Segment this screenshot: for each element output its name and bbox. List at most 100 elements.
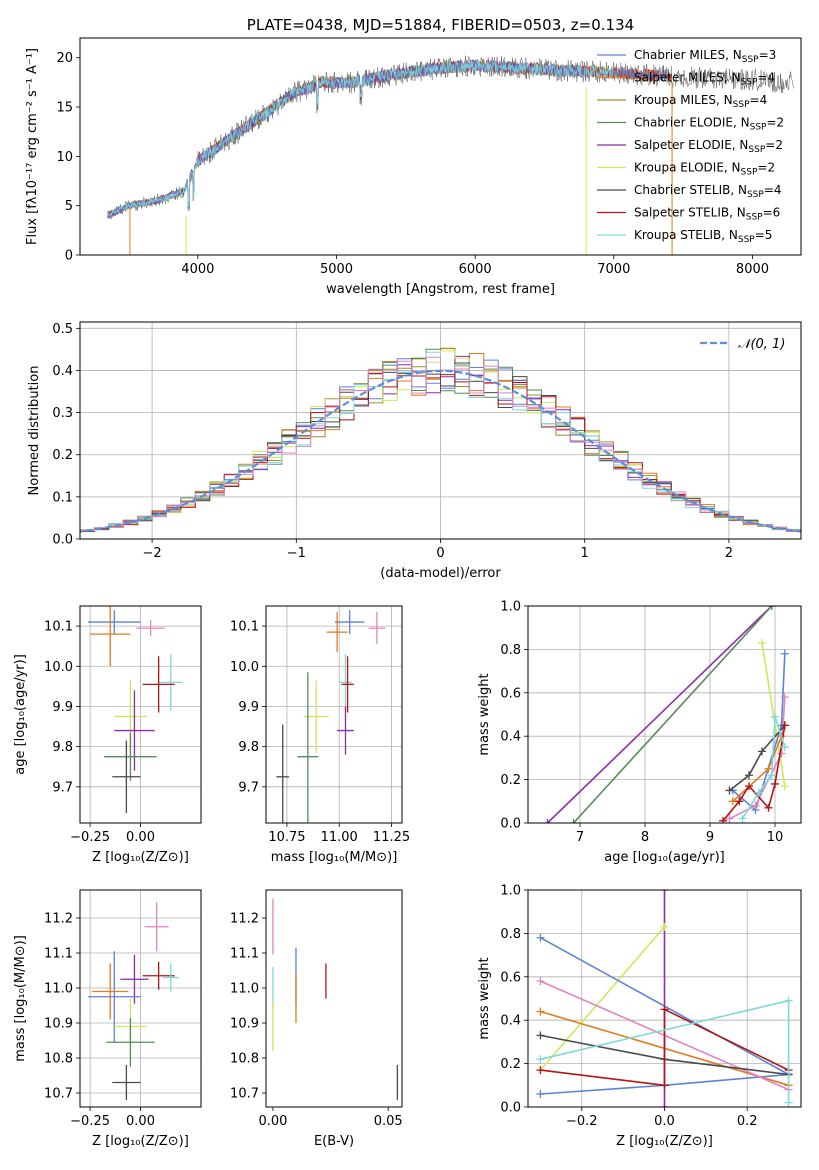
axes-frame — [265, 605, 403, 824]
legend-label-text: Salpeter STELIB, N — [634, 206, 746, 220]
legend-label-text: Chabrier ELODIE, N — [634, 116, 750, 130]
legend-label: Chabrier MILES, NSSP=3 — [634, 48, 776, 65]
x-tick-label: 10 — [767, 830, 784, 845]
errorbar-point — [337, 706, 354, 755]
legend-label: Kroupa STELIB, NSSP=5 — [634, 228, 772, 245]
y-axis-label: age [log₁₀(age/yr)] — [13, 654, 28, 775]
x-axis-label: age [log₁₀(age/yr)] — [604, 850, 725, 865]
legend-label-eq: =3 — [759, 48, 777, 62]
legend-label-text: Chabrier STELIB, N — [634, 183, 747, 197]
errorbar-point — [144, 902, 169, 952]
legend-label-sub: SSP — [738, 235, 755, 245]
errorbar-point — [276, 724, 290, 823]
y-tick-label: 0.6 — [500, 970, 521, 985]
legend-item: Kroupa STELIB, NSSP=5 — [597, 228, 772, 245]
errorbar-point — [297, 672, 319, 823]
y-tick-label: 20 — [56, 51, 73, 66]
y-axis-label: mass [log₁₀(M/M⊙)] — [13, 935, 28, 1062]
legend-label-sub: SSP — [748, 145, 765, 155]
y-tick-label: 10.8 — [230, 1052, 259, 1067]
spectrum-panel: 4000 5000 6000 7000 8000 0 5 10 15 20 wavelength [… — [25, 16, 802, 297]
errorbar-point — [88, 951, 141, 1043]
x-tick-label: 7 — [576, 830, 584, 845]
weight-marker — [745, 771, 753, 780]
plot-area — [107, 55, 795, 255]
weight-line-chabrier-elodie — [572, 606, 773, 823]
axes-frame — [265, 889, 403, 1108]
x-axis-label: wavelength [Angstrom, rest frame] — [326, 282, 555, 297]
weight-marker — [536, 1031, 545, 1040]
legend-label-eq: =4 — [757, 71, 775, 85]
y-tick-label: 11.0 — [44, 982, 73, 997]
weight-marker — [767, 606, 776, 610]
y-tick-label: 0.3 — [52, 406, 73, 421]
weight-line-salpeter-stelib — [540, 1008, 789, 1087]
x-axis-label: Z [log₁₀(Z/Z⊙)] — [616, 1134, 713, 1149]
y-tick-label: 0.4 — [500, 1014, 521, 1029]
x-axis-label: E(B-V) — [314, 1134, 354, 1149]
y-tick-label: 11.2 — [44, 912, 73, 927]
legend-label-text: Kroupa ELODIE, N — [634, 161, 741, 175]
legend-label-text: Salpeter ELODIE, N — [634, 138, 748, 152]
weight-marker — [725, 786, 734, 795]
legend-label-eq: =5 — [755, 228, 773, 242]
x-axis-label: Z [log₁₀(Z/Z⊙)] — [92, 1134, 189, 1149]
x-tick-label: −0.2 — [566, 1114, 598, 1129]
errorbar-point — [112, 1065, 141, 1100]
x-tick-label: 0.0 — [654, 1114, 675, 1129]
weight-line-salpeter-stelib — [722, 725, 786, 822]
legend-label: Kroupa MILES, NSSP=4 — [634, 93, 767, 110]
y-tick-label: 10.1 — [230, 620, 259, 635]
weight-marker — [536, 1066, 545, 1075]
y-tick-label: 9.9 — [52, 700, 73, 715]
weight-line-pink — [729, 697, 786, 820]
legend-item: Kroupa MILES, NSSP=4 — [597, 93, 767, 110]
weight-marker — [660, 922, 669, 931]
weight-marker — [725, 814, 734, 823]
x-tick-label: 0.00 — [126, 830, 155, 845]
y-tick-label: 0.8 — [500, 643, 521, 658]
x-tick-label: −2 — [143, 546, 162, 561]
x-tick-label: 0 — [436, 546, 444, 561]
weight-marker — [536, 1055, 545, 1064]
y-tick-label: 11.1 — [44, 947, 73, 962]
weight-marker — [780, 782, 789, 791]
legend: 𝒩(0, 1) — [700, 337, 785, 352]
errorbar-point — [112, 740, 141, 813]
x-tick-label: 11.25 — [373, 830, 410, 845]
histogram-series-pink — [80, 356, 801, 534]
weight-vs-age-panel: 7 8 9 10 0.0 0.2 0.4 0.6 0.8 1.0 age [log₁₀(age/yr… — [477, 600, 802, 865]
y-tick-label: 5 — [65, 199, 73, 214]
weight-marker — [780, 743, 789, 752]
errorbar-point — [88, 610, 141, 635]
legend-label: 𝒩(0, 1) — [738, 337, 785, 352]
y-tick-label: 11.1 — [230, 947, 259, 962]
errorbar-point — [104, 732, 157, 781]
x-tick-label: 7000 — [597, 262, 630, 277]
age-vs-metallicity-panel: −0.25 0.00 9.7 9.8 9.9 10.0 10.1 Z [log₁₀(Z/Z⊙)… — [13, 605, 202, 865]
legend-label: Salpeter MILES, NSSP=4 — [634, 71, 775, 88]
legend-label-eq: =4 — [764, 183, 782, 197]
y-tick-label: 10.7 — [230, 1087, 259, 1102]
weight-marker — [784, 996, 793, 1005]
y-tick-label: 11.0 — [230, 982, 259, 997]
chart-title: PLATE=0438, MJD=51884, FIBERID=0503, z=0… — [247, 16, 634, 34]
weight-line-salpeter-elodie — [546, 606, 773, 823]
errorbar-point — [158, 654, 183, 711]
y-tick-label: 9.7 — [238, 780, 259, 795]
x-tick-label: 2 — [725, 546, 733, 561]
weight-marker — [784, 1098, 793, 1107]
x-tick-label: 6000 — [459, 262, 492, 277]
legend-label-sub: SSP — [733, 100, 750, 110]
x-tick-label: 10.75 — [268, 830, 305, 845]
y-tick-label: 0.0 — [500, 817, 521, 832]
y-tick-label: 0.2 — [500, 1057, 521, 1072]
weight-marker — [758, 747, 766, 756]
plot-area — [543, 606, 789, 823]
weight-marker — [536, 977, 545, 986]
y-tick-label: 9.7 — [52, 780, 73, 795]
legend-label: Chabrier STELIB, NSSP=4 — [634, 183, 782, 200]
x-tick-label: 9 — [706, 830, 714, 845]
weight-marker — [536, 1089, 545, 1098]
